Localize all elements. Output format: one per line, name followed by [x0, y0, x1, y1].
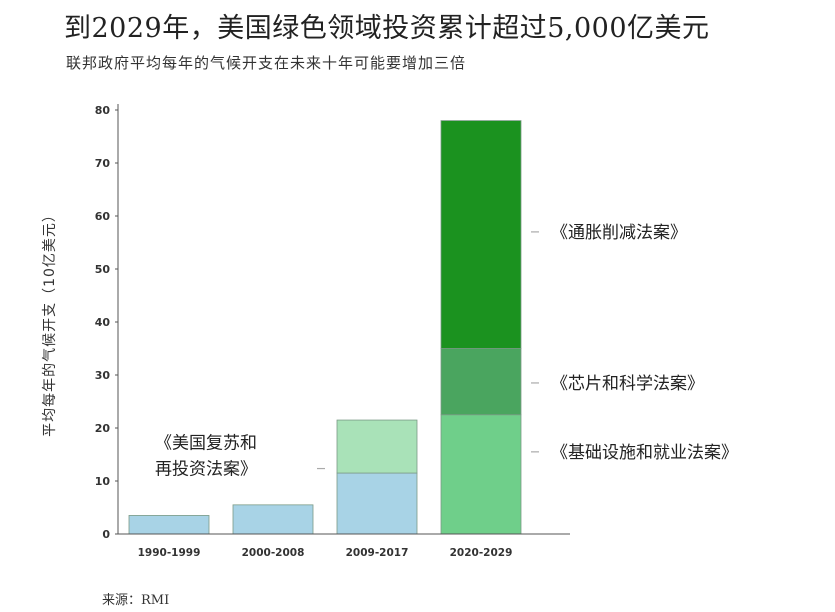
bar-segment-2020-2029-4	[440, 414, 522, 535]
y-tick-label-20: 20	[95, 422, 111, 435]
source-note: 来源：RMI	[102, 593, 170, 608]
y-tick-label-70: 70	[95, 157, 111, 170]
annotation-label-0-0: 《美国复苏和	[155, 434, 257, 454]
chart-subtitle: 联邦政府平均每年的气候开支在未来十年可能要增加三倍	[66, 54, 467, 72]
y-tick-label-10: 10	[95, 475, 111, 488]
y-tick-label-30: 30	[95, 369, 111, 382]
y-tick-label-80: 80	[95, 104, 111, 117]
annotation-label-3: 《基础设施和就业法案》	[551, 443, 738, 463]
annotation-label-2: 《芯片和科学法案》	[551, 374, 704, 394]
x-tick-label-2000-2008: 2000-2008	[242, 547, 305, 559]
bar-segment-2020-2029-6	[440, 120, 522, 349]
y-tick-label-0: 0	[102, 528, 110, 541]
annotation-label-1: 《通胀削减法案》	[551, 223, 687, 243]
x-tick-label-2020-2029: 2020-2029	[450, 547, 513, 559]
x-tick-label-1990-1999: 1990-1999	[138, 547, 201, 559]
bar-segment-2009-2017-2	[336, 472, 418, 535]
chart-title: 到2029年，美国绿色领域投资累计超过5,000亿美元	[64, 13, 710, 44]
bar-segment-2020-2029-5	[440, 348, 522, 416]
y-tick-label-50: 50	[95, 263, 111, 276]
y-axis-title: 平均每年的气候开支（10亿美元）	[42, 207, 58, 437]
y-tick-label-40: 40	[95, 316, 111, 329]
y-tick-label-60: 60	[95, 210, 111, 223]
annotation-label-0-1: 再投资法案》	[155, 460, 257, 480]
bar-segment-1990-1999-0	[128, 515, 210, 535]
bar-segment-2000-2008-1	[232, 504, 314, 535]
x-tick-label-2009-2017: 2009-2017	[346, 547, 409, 559]
bar-segment-2009-2017-3	[336, 419, 418, 474]
